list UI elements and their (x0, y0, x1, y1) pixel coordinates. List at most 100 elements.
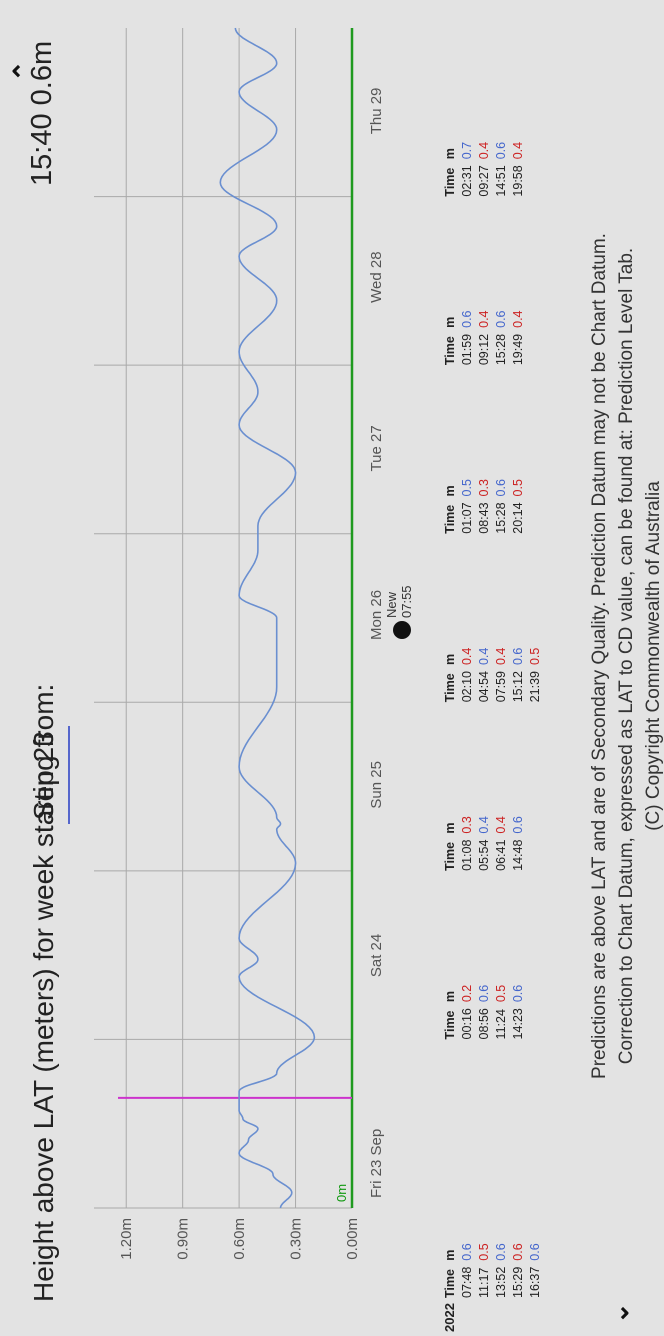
high-tide-height: 0.6 (494, 310, 508, 328)
tide-table-grid: Time m 01:59 0.6 09:12 0.4 15:28 0.6 19:49 0.4 (442, 304, 527, 365)
time-header: Time (443, 504, 457, 534)
x-tick-label: Wed 28 (368, 251, 385, 302)
moon-phase-label: New (384, 591, 399, 618)
tide-table-row: 01:07 0.5 (459, 473, 476, 534)
footer-line-1: Predictions are above LAT and are of Sec… (589, 233, 610, 1079)
low-tide-height: 0.4 (511, 141, 525, 160)
tide-table-row: 01:59 0.6 (459, 304, 476, 365)
tide-table-row: 20:14 0.5 (510, 473, 527, 534)
tide-table-row: 13:52 0.6 (493, 1237, 510, 1298)
footer-note: Predictions are above LAT and are of Sec… (586, 96, 664, 1216)
tide-table-row: 04:54 0.4 (476, 642, 493, 703)
tide-table-row: 01:08 0.3 (459, 810, 476, 871)
tide-table: Time m 01:08 0.3 05:54 0.4 06:41 0.4 14:48 0.6 (442, 810, 527, 871)
tide-table: Time m 02:10 0.4 04:54 0.4 07:59 0.4 15:12 0.6 21:… (442, 642, 544, 703)
high-tide-height: 0.6 (511, 816, 525, 834)
tide-table-grid: Time m 01:08 0.3 05:54 0.4 06:41 0.4 14:48 0.6 (442, 810, 527, 871)
tide-table-row: 08:56 0.6 (476, 979, 493, 1040)
time-header: Time (443, 1269, 457, 1298)
tide-table: Time m 01:59 0.6 09:12 0.4 15:28 0.6 19:49 0.4 (442, 304, 527, 365)
high-tide-height: 0.6 (528, 1243, 542, 1261)
tide-time: 21:39 (528, 671, 542, 703)
high-tide-height: 0.6 (494, 141, 508, 160)
time-header: Time (443, 1010, 457, 1040)
tide-table-row: 07:59 0.4 (493, 642, 510, 703)
tide-table: Time m 00:16 0.2 08:56 0.6 11:24 0.5 14:23 0.6 (442, 979, 527, 1040)
tide-table: Time m 02:31 0.7 09:27 0.4 14:51 0.6 19:58 0.4 (442, 136, 527, 197)
tide-table-row: 00:16 0.2 (459, 979, 476, 1040)
height-header: m (443, 822, 457, 834)
time-header: Time (443, 673, 457, 703)
x-tick-label: Sun 25 (368, 761, 385, 809)
low-tide-height: 0.4 (477, 310, 491, 328)
tide-table-row: 02:10 0.4 (459, 642, 476, 703)
tide-time: 08:43 (477, 502, 491, 534)
high-tide-height: 0.6 (477, 984, 491, 1003)
tide-table-header: Time m (442, 304, 459, 365)
low-tide-height: 0.4 (511, 310, 525, 328)
tide-table-header: Time m (442, 810, 459, 871)
tide-table-grid: Time m 02:10 0.4 04:54 0.4 07:59 0.4 15:12 0.6 21:… (442, 642, 544, 703)
tide-table-row: 02:31 0.7 (459, 136, 476, 197)
tide-time: 06:41 (494, 839, 508, 871)
tide-time: 16:37 (528, 1266, 542, 1298)
x-tick-label: Mon 26 (368, 590, 385, 640)
tide-table-row: 14:48 0.6 (510, 810, 527, 871)
new-moon-icon (393, 621, 411, 639)
tide-time: 07:48 (460, 1266, 474, 1298)
tide-time: 01:08 (460, 839, 474, 871)
footer-line-3: (C) Copyright Commonwealth of Australia (643, 481, 664, 831)
high-tide-height: 0.6 (511, 647, 525, 666)
height-header: m (443, 316, 457, 328)
height-header: m (443, 485, 457, 497)
tide-time: 15:12 (511, 671, 525, 703)
low-tide-height: 0.5 (511, 479, 525, 497)
height-header: m (443, 653, 457, 666)
height-header: m (443, 991, 457, 1003)
tide-time: 15:29 (511, 1266, 525, 1298)
tide-table-row: 05:54 0.4 (476, 810, 493, 871)
tide-table-row: 19:58 0.4 (510, 136, 527, 197)
tide-time: 13:52 (494, 1266, 508, 1298)
tide-time: 02:31 (460, 165, 474, 197)
tide-table-row: 08:43 0.3 (476, 473, 493, 534)
low-tide-height: 0.6 (511, 1243, 525, 1261)
high-tide-height: 0.7 (460, 141, 474, 160)
y-tick-label: 0.90m (175, 1218, 192, 1260)
high-tide-height: 0.6 (494, 479, 508, 497)
high-tide-height: 0.6 (460, 310, 474, 328)
time-header: Time (443, 841, 457, 871)
tide-table-header: Time m (442, 642, 459, 703)
high-tide-height: 0.6 (511, 984, 525, 1003)
x-tick-label: Fri 23 Sep (368, 1129, 385, 1198)
high-tide-height: 0.4 (477, 816, 491, 834)
tide-time: 01:07 (460, 502, 474, 534)
high-tide-height: 0.5 (460, 479, 474, 497)
tide-time: 15:28 (494, 333, 508, 366)
moon-time-label: 07:55 (399, 585, 414, 618)
low-tide-height: 0.4 (477, 141, 491, 160)
tide-table-row: 15:28 0.6 (493, 304, 510, 365)
tide-table-row: 21:39 0.5 (527, 642, 544, 703)
tide-table-row: 15:12 0.6 (510, 642, 527, 703)
tide-table-row: 11:24 0.5 (493, 979, 510, 1040)
tide-time: 09:12 (477, 333, 491, 366)
tide-table-row: 16:37 0.6 (527, 1237, 544, 1298)
y-tick-label: 1.20m (118, 1218, 135, 1260)
low-tide-height: 0.4 (494, 816, 508, 834)
tide-table-row: 09:12 0.4 (476, 304, 493, 365)
tide-table-row: 15:28 0.6 (493, 473, 510, 534)
y-tick-label: 0.60m (231, 1218, 248, 1260)
tide-table-grid: Time m 02:31 0.7 09:27 0.4 14:51 0.6 19:58 0.4 (442, 136, 527, 197)
low-tide-height: 0.5 (528, 647, 542, 666)
tide-table-header: Time m (442, 1237, 459, 1298)
tide-time: 07:59 (494, 671, 508, 703)
y-tick-label: 0.30m (288, 1218, 305, 1260)
tide-table: Time m 07:48 0.6 11:17 0.5 13:52 0.6 15:29 0.6 16:… (442, 1237, 544, 1298)
tide-time: 09:27 (477, 165, 491, 197)
tide-table-row: 09:27 0.4 (476, 136, 493, 197)
tide-time: 14:23 (511, 1008, 525, 1040)
tide-table-header: Time m (442, 979, 459, 1040)
tide-time: 14:48 (511, 839, 525, 871)
